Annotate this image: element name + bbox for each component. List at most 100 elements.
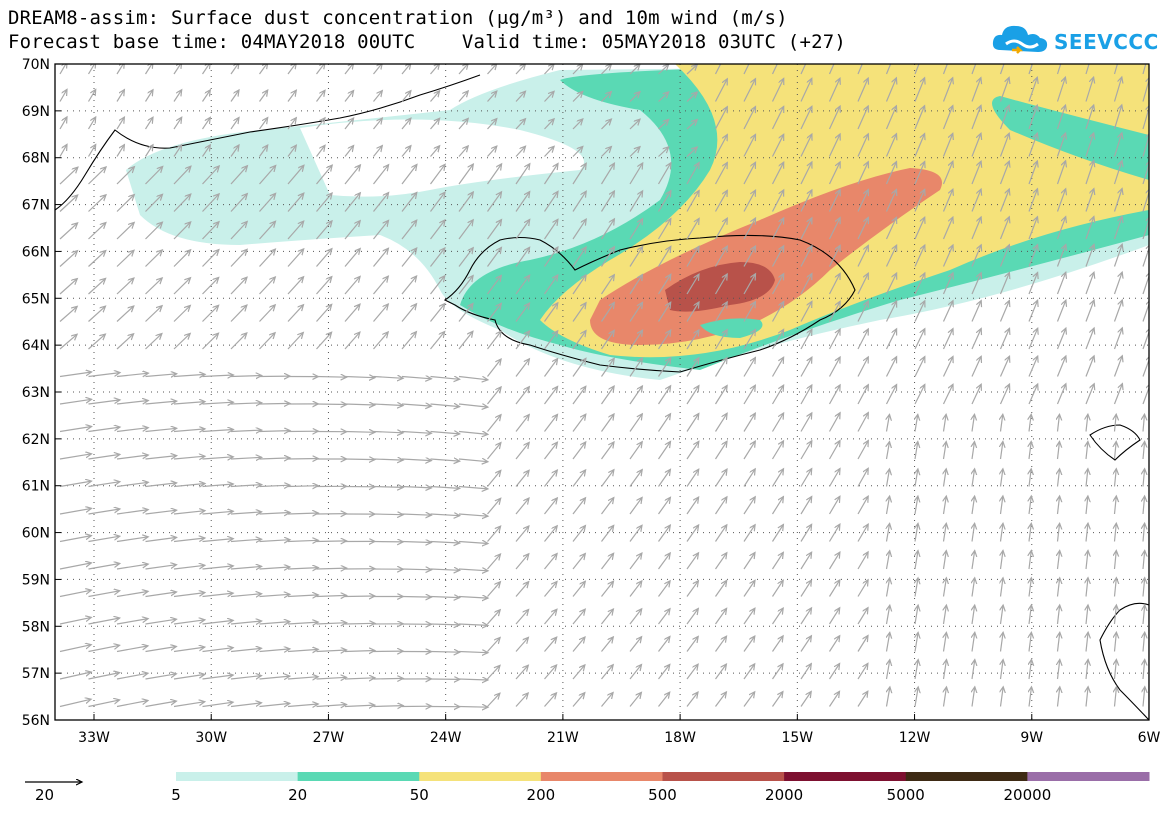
wind-arrow [544, 442, 558, 460]
wind-arrow [1142, 384, 1149, 405]
wind-arrow [771, 162, 784, 185]
wind-arrow [771, 79, 784, 102]
wind-arrow [515, 91, 526, 102]
wind-arrow [972, 523, 975, 542]
wind-arrow [885, 273, 897, 295]
wind-arrow [857, 162, 868, 185]
lon-label: 6W [1138, 730, 1161, 746]
wind-arrow [828, 357, 841, 377]
wind-arrow [771, 441, 784, 460]
wind-arrow [657, 246, 671, 267]
wind-arrow [601, 92, 612, 102]
wind-arrow [316, 118, 326, 130]
wind-arrow [316, 677, 347, 679]
wind-arrow [629, 665, 642, 680]
wind-arrow [401, 248, 417, 267]
wind-arrow [1029, 496, 1031, 515]
wind-arrow [1143, 523, 1145, 542]
wind-arrow [714, 386, 728, 405]
wind-arrow [629, 525, 642, 542]
wind-arrow [715, 553, 727, 570]
wind-arrow [743, 162, 756, 185]
wind-arrow [1143, 551, 1145, 570]
wind-arrow [487, 192, 502, 212]
wind-arrow [259, 594, 290, 596]
wind-arrow [1115, 523, 1117, 542]
wind-arrow [458, 432, 488, 435]
lon-label: 27W [313, 730, 345, 746]
wind-arrow [145, 167, 163, 185]
wind-arrow [1028, 133, 1037, 157]
wind-arrow [116, 306, 134, 322]
wind-arrow [771, 329, 784, 350]
wind-arrow [401, 146, 411, 157]
wind-arrow [344, 193, 360, 212]
wind-arrow [1085, 133, 1094, 157]
wind-arrow [515, 554, 529, 570]
wind-arrow [828, 441, 841, 460]
wind-arrow [145, 483, 177, 488]
wind-arrow [458, 303, 473, 322]
wind-arrow [686, 302, 699, 322]
wind-arrow [942, 301, 954, 322]
wind-arrow [972, 660, 975, 680]
wind-arrow [1056, 189, 1066, 212]
wind-arrow [1113, 77, 1122, 102]
wind-arrow [828, 64, 835, 75]
wind-arrow [1029, 551, 1031, 570]
wind-arrow [458, 652, 488, 653]
wind-arrow [885, 190, 897, 212]
wind-arrow [544, 219, 558, 240]
wind-arrow [772, 664, 784, 680]
wind-arrow [401, 404, 431, 406]
lat-label: 58N [22, 619, 50, 635]
wind-arrow [714, 413, 728, 432]
wind-arrow [915, 414, 918, 432]
wind-arrow [800, 301, 812, 322]
wind-arrow [572, 331, 586, 350]
wind-arrow [686, 636, 698, 652]
wind-arrow [287, 249, 304, 267]
wind-arrow [828, 691, 840, 707]
wind-arrow [458, 146, 468, 157]
wind-arrow [544, 693, 557, 707]
wind-arrow [629, 247, 643, 267]
wind-arrow [572, 219, 586, 240]
wind-arrow [59, 117, 67, 130]
wind-arrow [430, 624, 460, 625]
wind-arrow [487, 387, 502, 405]
wind-arrow [972, 632, 975, 652]
colorbar-label: 5 [171, 786, 181, 804]
wind-arrow [800, 385, 812, 405]
wind-arrow [715, 525, 727, 542]
wind-arrow [487, 303, 502, 322]
wind-arrow [259, 90, 268, 102]
wind-arrow [373, 487, 404, 488]
wind-arrow [1143, 496, 1145, 515]
wind-arrow [259, 431, 291, 432]
wind-arrow [1143, 578, 1145, 597]
wind-arrow [715, 636, 727, 652]
wind-arrow [743, 413, 755, 432]
wind-arrow [487, 443, 501, 460]
wind-arrow [1001, 551, 1004, 570]
wind-arrow [59, 64, 67, 75]
wind-arrow [572, 665, 585, 680]
wind-arrow [116, 401, 148, 405]
wind-arrow [515, 220, 530, 240]
wind-arrow [1058, 687, 1060, 707]
wind-arrow [116, 455, 148, 460]
wind-arrow [1058, 632, 1060, 652]
wind-arrow [800, 497, 812, 515]
wind-arrow [287, 649, 318, 651]
wind-arrow [88, 167, 107, 185]
wind-arrow [1142, 244, 1149, 267]
wind-arrow [771, 385, 784, 405]
wind-arrow [259, 622, 290, 624]
dust-level-20-patch [700, 318, 763, 338]
wind-arrow [828, 385, 841, 405]
wind-arrow [116, 619, 148, 625]
wind-arrow [344, 432, 375, 433]
wind-arrow [1143, 660, 1145, 680]
wind-arrow [430, 542, 460, 544]
